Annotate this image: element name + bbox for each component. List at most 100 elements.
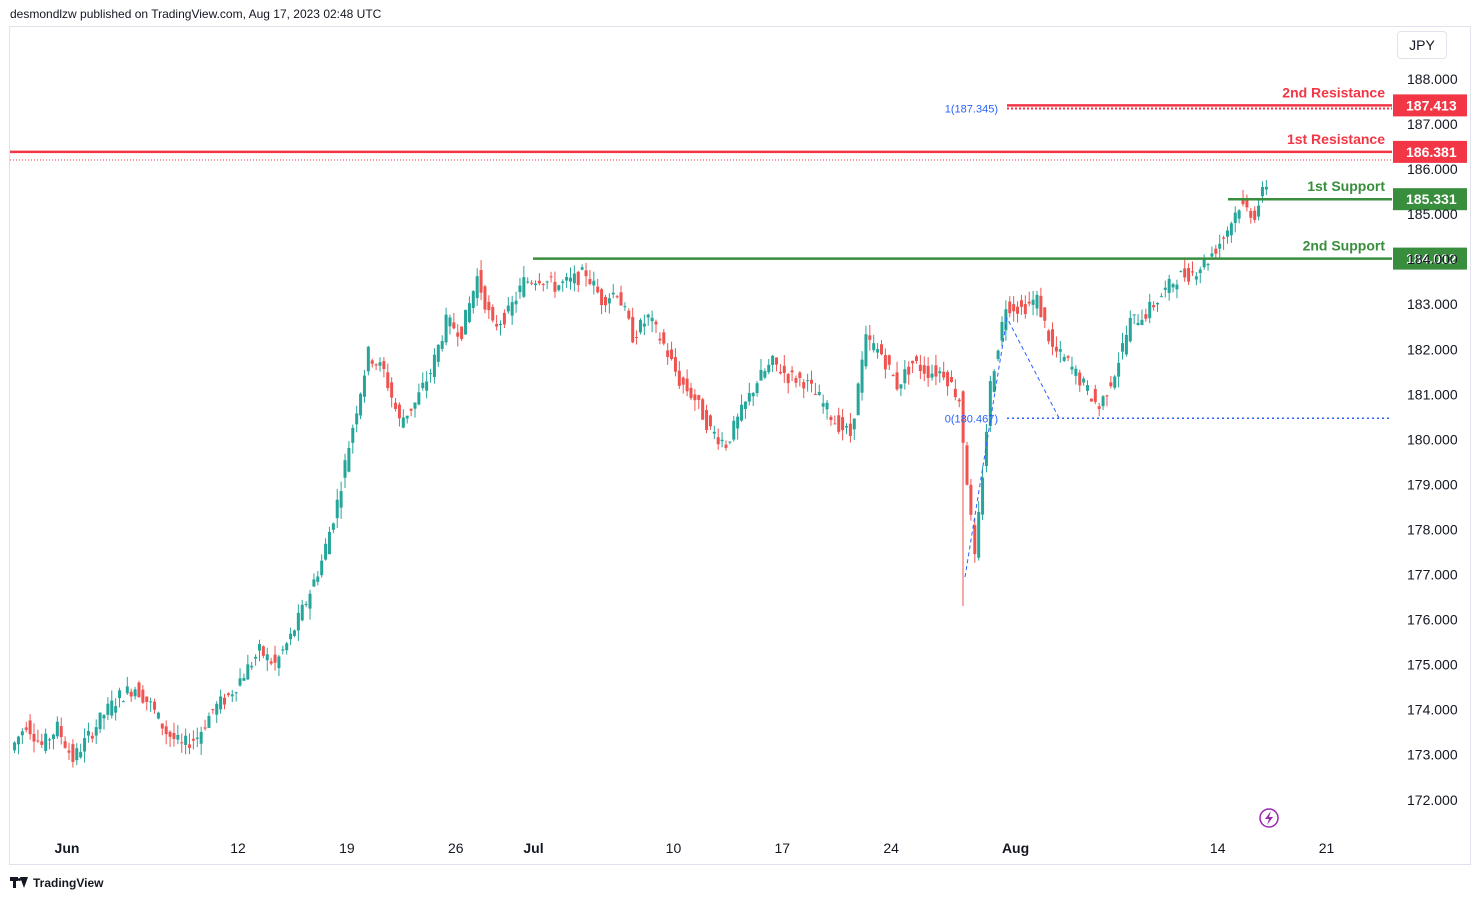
candle	[102, 714, 106, 730]
level-price-tag	[1393, 247, 1467, 270]
candle	[693, 389, 697, 411]
candle	[1113, 374, 1117, 390]
x-tick-label: 14	[1210, 840, 1226, 856]
candle	[1074, 365, 1078, 385]
candle	[1225, 226, 1229, 244]
candle	[848, 412, 852, 443]
candle	[327, 526, 331, 555]
candle	[40, 733, 44, 749]
candle	[1066, 355, 1070, 362]
candle	[1000, 316, 1004, 347]
candle	[759, 359, 763, 381]
x-tick-label: Jul	[523, 840, 543, 856]
candle	[1109, 375, 1113, 389]
candle	[740, 394, 744, 422]
candle	[662, 328, 666, 346]
candle	[953, 379, 957, 401]
candle	[153, 698, 157, 714]
candle	[242, 673, 246, 682]
level-price-tag	[1393, 94, 1467, 117]
candle	[141, 685, 145, 704]
candle	[876, 343, 880, 359]
lightning-icon[interactable]	[1259, 808, 1279, 828]
candle	[681, 376, 685, 394]
y-tick-label: 187.000	[1407, 116, 1458, 132]
x-tick-label: 10	[666, 840, 682, 856]
candle	[13, 741, 17, 754]
candle	[180, 733, 184, 753]
candle	[335, 488, 339, 528]
candle	[370, 358, 374, 368]
y-tick-label: 173.000	[1407, 747, 1458, 763]
candle	[1202, 254, 1206, 270]
level-label: 1st Resistance	[1287, 131, 1385, 147]
candle	[223, 693, 226, 710]
candle	[285, 641, 289, 655]
tradingview-brand: TradingView	[33, 876, 104, 890]
candle	[502, 309, 506, 328]
candle	[1233, 206, 1237, 233]
candle	[300, 599, 304, 622]
candle	[821, 394, 825, 414]
candle	[75, 743, 79, 766]
candle	[572, 265, 576, 292]
candle	[207, 712, 211, 729]
candle	[922, 356, 926, 382]
tradingview-footer[interactable]: TradingView	[10, 876, 103, 890]
candle	[720, 432, 724, 448]
candle	[1187, 263, 1191, 286]
tradingview-logo-icon	[10, 877, 28, 889]
candle	[1136, 314, 1140, 326]
candle	[149, 697, 153, 712]
candle	[296, 604, 300, 641]
candle	[164, 720, 168, 745]
candle	[125, 676, 129, 695]
candle	[549, 271, 553, 283]
candle	[234, 691, 238, 702]
candle	[712, 425, 716, 440]
y-tick-label: 185.000	[1407, 206, 1458, 222]
candle	[1194, 272, 1198, 286]
candle	[20, 728, 24, 745]
x-tick-label: 21	[1319, 840, 1335, 856]
candle	[541, 282, 545, 292]
candle	[965, 441, 969, 486]
candle	[464, 309, 468, 335]
x-tick-label: 12	[230, 840, 246, 856]
candle	[685, 369, 689, 397]
candle	[432, 348, 436, 384]
x-tick-label: Jun	[55, 840, 80, 856]
candle	[623, 302, 627, 311]
y-tick-label: 179.000	[1407, 476, 1458, 492]
y-tick-label: 177.000	[1407, 567, 1458, 583]
candle	[973, 518, 977, 563]
candle	[526, 277, 530, 284]
candle	[246, 654, 250, 680]
candle	[534, 280, 537, 291]
candle	[230, 689, 234, 703]
candle	[806, 373, 810, 392]
candle	[483, 284, 487, 314]
candle	[568, 267, 572, 290]
candle	[635, 330, 639, 345]
currency-selector[interactable]: JPY	[1397, 31, 1447, 59]
candle	[907, 361, 911, 385]
candle	[114, 698, 118, 721]
y-tick-label: 186.000	[1407, 161, 1458, 177]
candle	[911, 360, 915, 373]
candle	[429, 368, 433, 383]
y-tick-label: 184.000	[1407, 251, 1458, 267]
candle	[28, 714, 32, 740]
y-tick-label: 174.000	[1407, 702, 1458, 718]
candle	[1183, 257, 1187, 282]
candle	[611, 284, 615, 299]
candle	[98, 712, 102, 734]
candle	[872, 334, 876, 353]
level-price-value: 184.012	[1406, 251, 1457, 267]
x-tick-label: 19	[339, 840, 355, 856]
candle	[514, 291, 518, 313]
level-price-tag	[1393, 140, 1467, 163]
candle	[1148, 293, 1152, 324]
price-axis: 188.000 187.000 186.000 185.000 184.000 183.0…	[1407, 71, 1458, 808]
